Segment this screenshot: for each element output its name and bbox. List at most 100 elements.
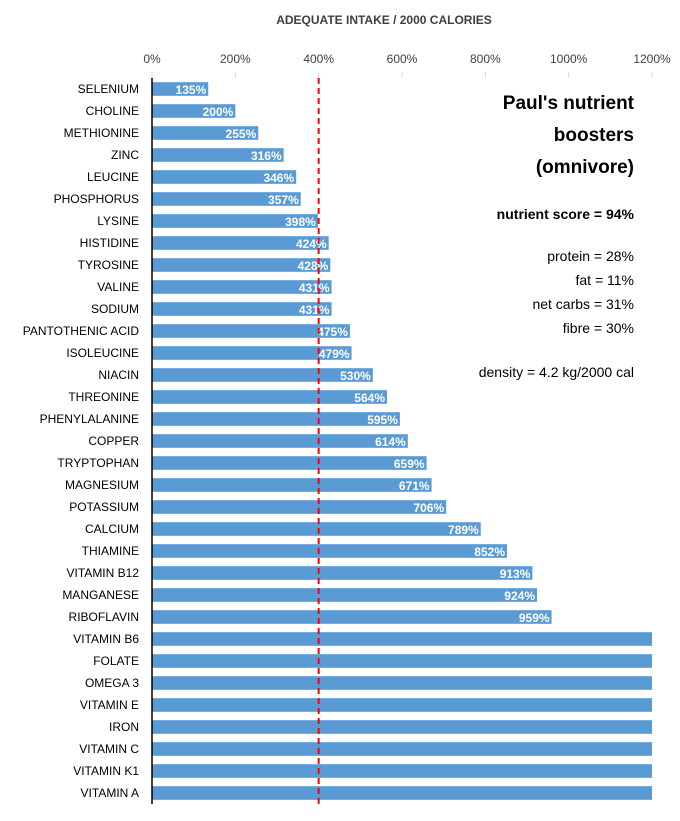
x-tick-label: 800% — [470, 52, 501, 66]
category-label: METHIONINE — [64, 126, 139, 140]
category-label: VITAMIN C — [79, 742, 139, 756]
data-label: 595% — [367, 413, 398, 427]
category-label: LEUCINE — [87, 170, 139, 184]
bar — [152, 126, 259, 140]
data-label: 614% — [375, 435, 406, 449]
category-label: VITAMIN B6 — [73, 632, 139, 646]
bar — [152, 588, 537, 602]
bar — [152, 786, 652, 800]
bar — [152, 676, 652, 690]
x-tick-label: 600% — [387, 52, 418, 66]
bar — [152, 412, 400, 426]
data-label: 316% — [251, 149, 282, 163]
x-tick-label: 200% — [220, 52, 251, 66]
data-label: 924% — [504, 589, 535, 603]
bar — [152, 368, 373, 382]
bar — [152, 280, 332, 294]
bar — [152, 192, 301, 206]
category-label: THREONINE — [68, 390, 139, 404]
bar — [152, 544, 507, 558]
panel-title-line1: Paul's nutrient boosters — [502, 93, 634, 146]
category-label: PHENYLALANINE — [40, 412, 139, 426]
category-label: VITAMIN E — [80, 698, 139, 712]
category-label: THIAMINE — [82, 544, 139, 558]
category-label: ZINC — [111, 148, 139, 162]
category-label: LYSINE — [97, 214, 139, 228]
protein-value: protein = 28% — [547, 248, 634, 264]
panel-title-line2: (omnivore) — [535, 157, 634, 178]
x-tick-label: 1200% — [633, 52, 671, 66]
data-label: 431% — [299, 281, 330, 295]
category-label: TYROSINE — [78, 258, 139, 272]
bar — [152, 170, 297, 184]
category-label: VALINE — [97, 280, 139, 294]
x-tick-label: 400% — [303, 52, 334, 66]
bar — [152, 236, 329, 250]
x-tick-label: 1000% — [550, 52, 588, 66]
category-label: IRON — [109, 720, 139, 734]
data-label: 789% — [448, 523, 479, 537]
category-label: VITAMIN B12 — [67, 566, 140, 580]
category-label: FOLATE — [93, 654, 139, 668]
data-label: 357% — [268, 193, 299, 207]
data-label: 346% — [263, 171, 294, 185]
bar — [152, 632, 652, 646]
bar — [152, 764, 652, 778]
data-label: 255% — [226, 127, 257, 141]
category-label: RIBOFLAVIN — [69, 610, 139, 624]
category-label: OMEGA 3 — [85, 676, 139, 690]
data-label: 959% — [519, 611, 550, 625]
bar — [152, 346, 352, 360]
category-label: PHOSPHORUS — [54, 192, 139, 206]
bar — [152, 302, 332, 316]
category-label: POTASSIUM — [69, 500, 139, 514]
category-label: SODIUM — [91, 302, 139, 316]
category-label: MANGANESE — [62, 588, 139, 602]
category-label: ISOLEUCINE — [66, 346, 139, 360]
category-label: CHOLINE — [86, 104, 139, 118]
data-label: 564% — [354, 391, 385, 405]
bar — [152, 742, 652, 756]
category-label: COPPER — [88, 434, 139, 448]
summary-panel: Paul's nutrient boosters (omnivore) nutr… — [420, 88, 634, 380]
data-label: 398% — [285, 215, 316, 229]
bar — [152, 214, 318, 228]
data-label: 479% — [319, 347, 350, 361]
bar — [152, 500, 447, 514]
data-label: 424% — [296, 237, 327, 251]
category-label: PANTOTHENIC ACID — [23, 324, 140, 338]
category-label: SELENIUM — [78, 82, 139, 96]
data-label: 200% — [203, 105, 234, 119]
bar — [152, 698, 652, 712]
bar — [152, 654, 652, 668]
category-label: MAGNESIUM — [65, 478, 139, 492]
data-label: 135% — [176, 83, 207, 97]
data-label: 913% — [500, 567, 531, 581]
bar — [152, 390, 387, 404]
bar — [152, 478, 432, 492]
bar — [152, 566, 533, 580]
data-label: 431% — [299, 303, 330, 317]
bar — [152, 104, 236, 118]
category-label: VITAMIN A — [81, 786, 139, 800]
category-label: HISTIDINE — [80, 236, 139, 250]
macro-list: protein = 28% fat = 11% net carbs = 31% … — [420, 244, 634, 340]
category-label: VITAMIN K1 — [73, 764, 139, 778]
fibre-value: fibre = 30% — [562, 320, 634, 336]
category-label: TRYPTOPHAN — [57, 456, 139, 470]
data-label: 671% — [399, 479, 430, 493]
chart-title: ADEQUATE INTAKE / 2000 CALORIES — [276, 13, 492, 27]
bar — [152, 522, 481, 536]
bar — [152, 434, 408, 448]
category-label: NIACIN — [98, 368, 139, 382]
data-label: 706% — [413, 501, 444, 515]
net-carbs-value: net carbs = 31% — [532, 296, 634, 312]
bar — [152, 148, 284, 162]
bar — [152, 258, 331, 272]
bar — [152, 720, 652, 734]
density-value: density = 4.2 kg/2000 cal — [478, 364, 634, 380]
bar — [152, 82, 209, 96]
data-label: 659% — [394, 457, 425, 471]
data-label: 428% — [298, 259, 329, 273]
